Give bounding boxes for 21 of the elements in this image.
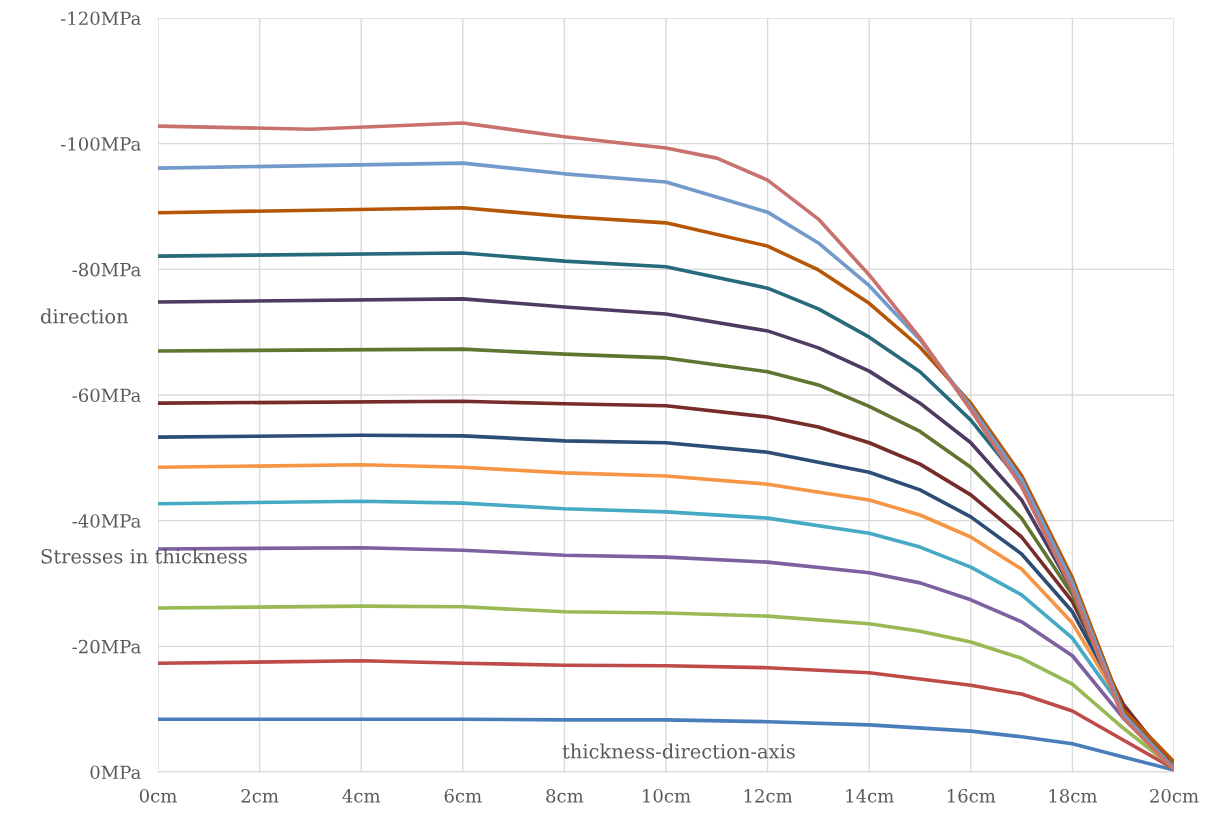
y-tick-label: 0MPa — [90, 765, 141, 780]
x-tick-label: 4cm — [342, 788, 381, 803]
annotation: thickness-direction-axis — [562, 743, 795, 759]
x-tick-label: 16cm — [947, 788, 996, 803]
y-tick-label: -120MPa — [60, 11, 141, 26]
x-tick-label: 20cm — [1150, 788, 1199, 803]
y-tick-label: -80MPa — [72, 262, 141, 277]
y-tick-label: -20MPa — [72, 639, 141, 654]
y-tick-label: -40MPa — [72, 514, 141, 528]
y-tick-label: -100MPa — [60, 137, 141, 151]
x-tick-label: 8cm — [546, 788, 584, 803]
text: direction — [40, 308, 129, 324]
x-tick-label: 6cm — [444, 788, 482, 803]
x-tick-label: 18cm — [1049, 788, 1098, 803]
x-tick-label: 2cm — [241, 788, 279, 803]
x-tick-label: 0cm — [139, 788, 177, 803]
x-tick-label: 12cm — [744, 788, 793, 803]
x-tick-label: 10cm — [643, 788, 691, 803]
annotation: Stresses in thickness — [41, 548, 247, 564]
y-tick-label: -60MPa — [72, 388, 141, 403]
x-tick-label: 14cm — [846, 788, 894, 803]
